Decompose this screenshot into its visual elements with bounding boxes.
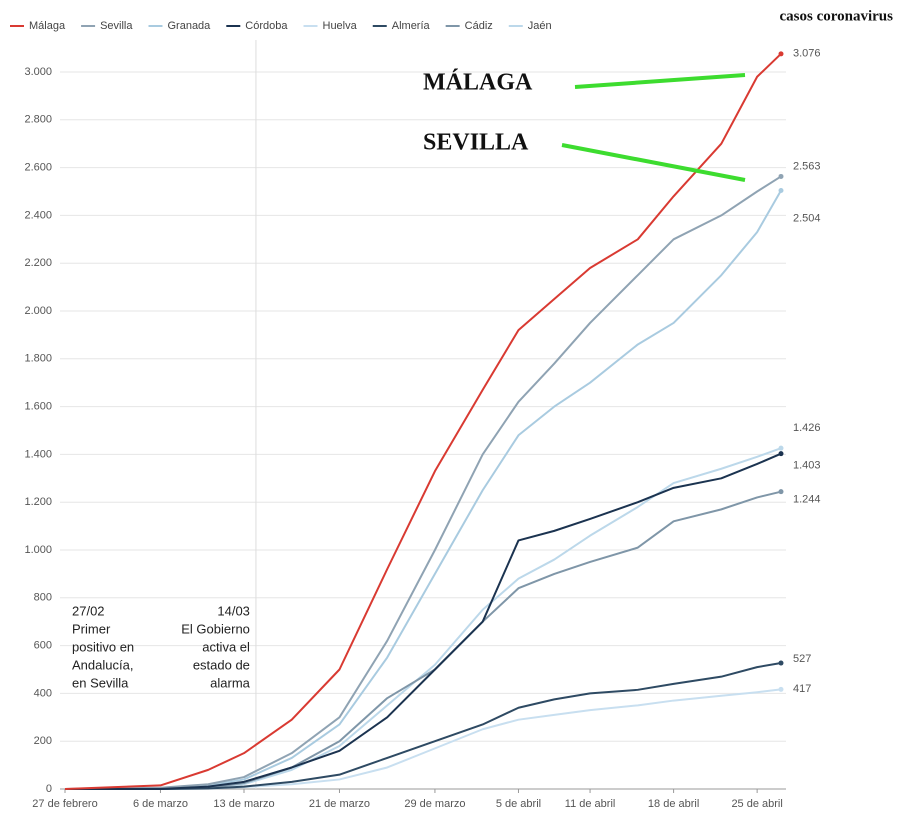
y-tick-label: 1.400 [24,448,52,460]
y-tick-label: 2.000 [24,305,52,317]
y-tick-label: 1.200 [24,496,52,508]
x-tick-label: 13 de marzo [213,798,274,810]
annotation: positivo en [72,639,134,654]
arrow [561,143,746,182]
legend-label: Málaga [29,20,66,32]
end-point [778,445,784,451]
plot-area: 0 200 400 600 800 1.000 1.200 1.400 1.600 1.800 2.… [24,40,821,810]
legend-label: Sevilla [100,20,133,32]
y-tick-label: 2.200 [24,257,52,269]
y-tick-label: 400 [34,687,52,699]
series-line [64,190,782,790]
annotation: alarma [210,675,251,690]
end-point [778,489,784,495]
arrow [574,73,746,89]
callout: SEVILLA [423,130,529,156]
annotation: estado de [193,657,250,672]
x-tick-label: 21 de marzo [309,798,370,810]
end-point [778,173,784,179]
legend-label: Granada [167,20,211,32]
series-line [64,175,782,790]
y-tick-label: 0 [46,783,52,795]
callout: MÁLAGA [423,70,533,96]
chart-title: casos coronavirus [780,8,894,24]
value-label: 1.403 [793,460,821,472]
y-tick-label: 200 [34,735,52,747]
y-tick-label: 2.800 [24,114,52,126]
series-line [65,452,782,790]
legend-label: Almería [392,20,431,32]
end-point [778,660,784,666]
y-tick-label: 1.000 [24,544,52,556]
y-tick-label: 1.600 [24,401,52,413]
x-tick-label: 27 de febrero [32,798,97,810]
annotation: en Sevilla [72,675,129,690]
y-tick-label: 2.400 [24,209,52,221]
x-tick-label: 29 de marzo [404,798,465,810]
series-line [65,688,782,790]
value-label: 3.076 [793,48,821,60]
series-line [65,662,782,790]
end-point [778,51,784,57]
annotation: 27/02 [72,603,105,618]
x-tick-label: 5 de abril [496,798,541,810]
value-label: 1.244 [793,494,821,506]
legend-label: Huelva [323,20,358,32]
annotation: 14/03 [217,603,250,618]
series-line [65,447,782,790]
y-tick-label: 600 [34,640,52,652]
series-line [64,53,782,790]
legend-label: Cádiz [465,20,493,32]
annotation: El Gobierno [181,621,250,636]
value-label: 527 [793,653,811,665]
end-point [778,686,784,692]
x-tick-label: 11 de abril [565,798,616,810]
end-point [778,451,784,457]
end-point [778,188,784,194]
annotation: Andalucía, [72,657,133,672]
y-tick-label: 3.000 [24,66,52,78]
y-tick-label: 800 [34,592,52,604]
legend-label: Córdoba [245,20,288,32]
value-label: 2.563 [793,160,821,172]
x-tick-label: 18 de abril [648,798,699,810]
annotation: activa el [202,639,250,654]
y-tick-label: 1.800 [24,353,52,365]
x-tick-label: 6 de marzo [133,798,188,810]
annotation: Primer [72,621,111,636]
value-label: 1.426 [793,422,821,434]
value-label: 2.504 [793,212,821,224]
y-tick-label: 2.600 [24,162,52,174]
x-tick-label: 25 de abril [731,798,782,810]
value-label: 417 [793,683,811,695]
legend-label: Jaén [528,20,552,32]
